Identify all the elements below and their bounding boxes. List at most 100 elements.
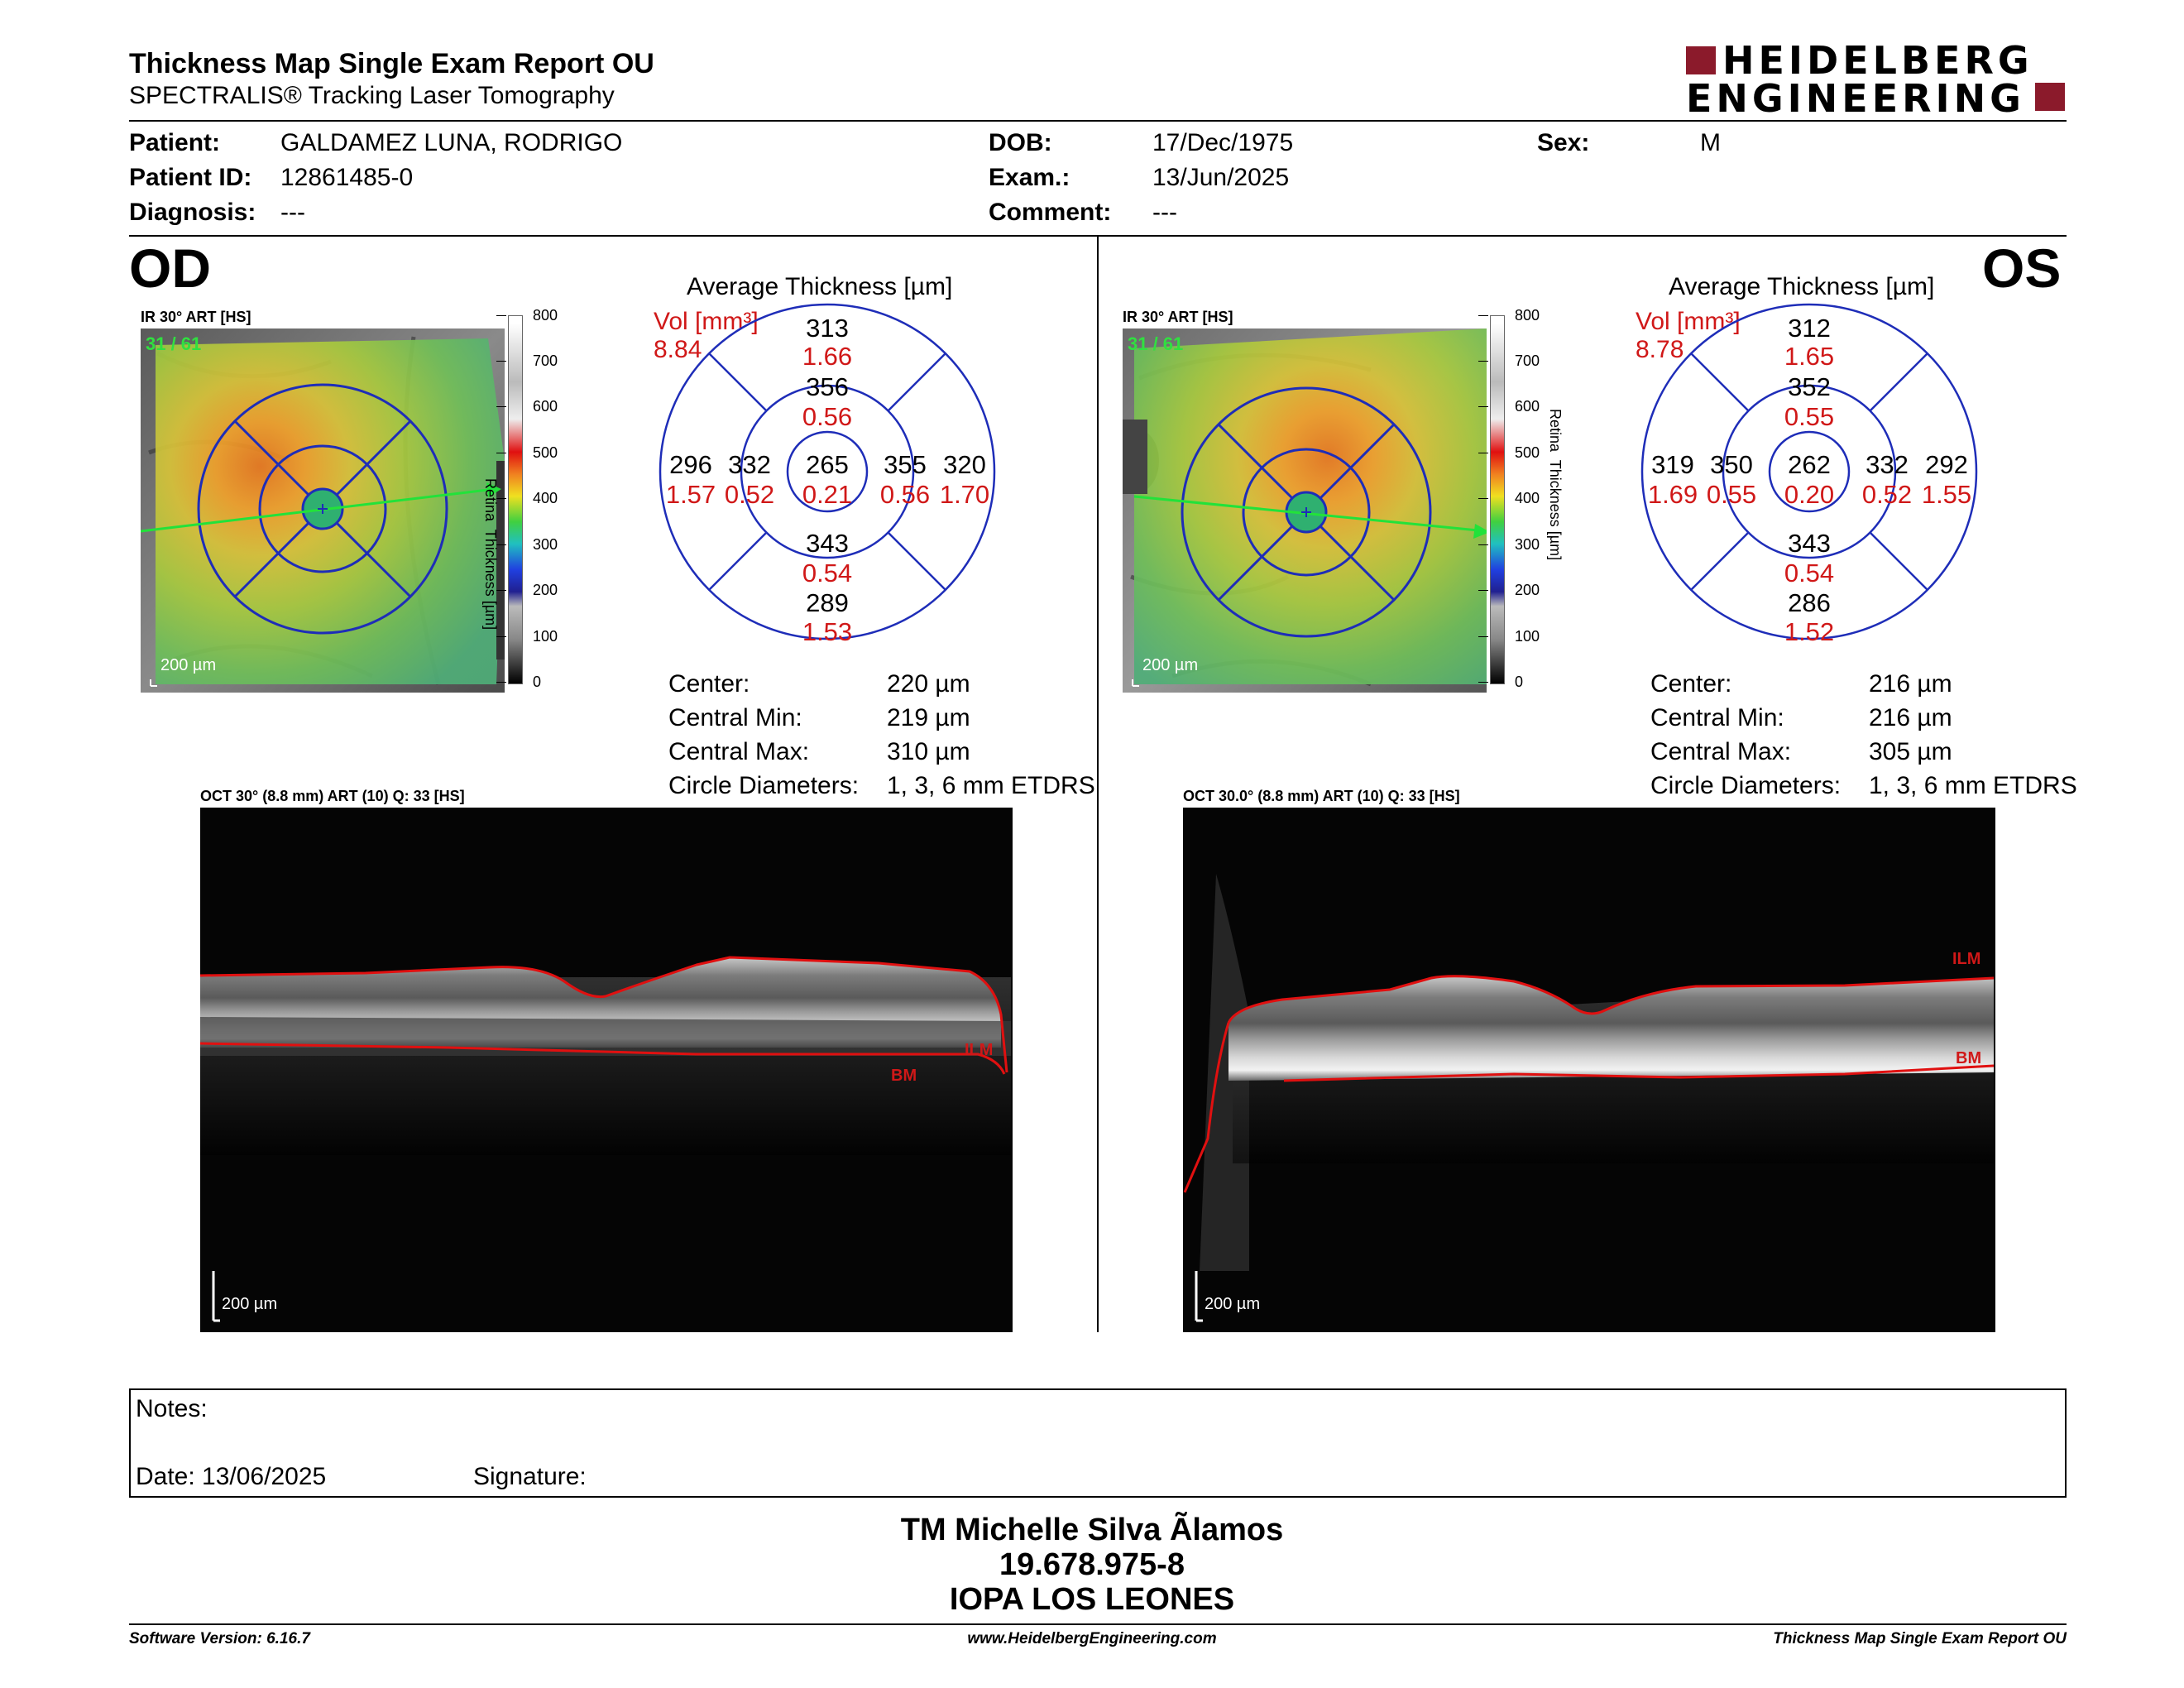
os-oct-scalebar: 200 µm [1205, 1295, 1261, 1313]
os-inner-left-thickness: 350 [1710, 450, 1753, 479]
patient-label: Patient: [129, 129, 221, 156]
od-ir-scalebar: 200 µm [160, 656, 217, 674]
os-outer-inf-thickness: 286 [1788, 588, 1831, 617]
comment-value: --- [1152, 199, 1177, 226]
os-outer-left-volume: 1.69 [1647, 480, 1698, 509]
os-tick-300: 300 [1515, 536, 1540, 553]
od-inner-sup-thickness: 356 [806, 372, 849, 401]
os-inner-right-volume: 0.52 [1861, 480, 1913, 509]
od-outer-inf-volume: 1.53 [802, 617, 853, 646]
patient-name: GALDAMEZ LUNA, RODRIGO [280, 129, 623, 156]
os-ir-counter: 31 / 61 [1128, 333, 1184, 354]
os-oct-label: OCT 30.0° (8.8 mm) ART (10) Q: 33 [HS] [1183, 788, 1460, 804]
os-avg-title: Average Thickness [µm] [1669, 273, 1935, 300]
od-circle-label: Circle Diameters: [668, 772, 860, 799]
od-outer-right-volume: 1.70 [939, 480, 990, 509]
patient-id-label: Patient ID: [129, 164, 252, 191]
od-center-label: Center: [668, 670, 750, 698]
website-link[interactable]: www.HeidelbergEngineering.com [967, 1630, 1217, 1647]
footer-report-name: Thickness Map Single Exam Report OU [1773, 1630, 2067, 1647]
os-outer-sup-volume: 1.65 [1784, 342, 1835, 371]
os-center-volume: 0.20 [1784, 480, 1835, 509]
os-center-label: Center: [1650, 670, 1732, 698]
od-outer-inf-thickness: 289 [806, 588, 849, 617]
os-tick-500: 500 [1515, 444, 1540, 461]
os-center-thickness: 262 [1788, 450, 1831, 479]
od-outer-left-thickness: 296 [669, 450, 712, 479]
exam-label: Exam.: [989, 164, 1070, 191]
od-tick-400: 400 [533, 490, 558, 506]
od-inner-left-thickness: 332 [728, 450, 771, 479]
od-inner-inf-thickness: 343 [806, 529, 849, 558]
os-inner-sup-thickness: 352 [1788, 372, 1831, 401]
os-ir-label: IR 30° ART [HS] [1123, 309, 1233, 325]
od-bm-label: BM [891, 1067, 917, 1085]
od-center-value: 220 µm [887, 670, 970, 698]
od-inner-right-volume: 0.56 [879, 480, 931, 509]
os-tick-0: 0 [1515, 674, 1524, 690]
od-tick-0: 0 [533, 674, 542, 690]
od-max-label: Central Max: [668, 738, 810, 765]
os-max-value: 305 µm [1869, 738, 1952, 765]
eye-divider [1097, 237, 1099, 1332]
sex-value: M [1700, 129, 1721, 156]
sex-label: Sex: [1537, 129, 1590, 156]
od-label: OD [129, 237, 211, 299]
od-ir-label: IR 30° ART [HS] [141, 309, 251, 325]
os-outer-sup-thickness: 312 [1788, 314, 1831, 343]
od-tick-600: 600 [533, 398, 558, 415]
od-center-thickness: 265 [806, 450, 849, 479]
os-vol-label: Vol [mm³] [1636, 308, 1741, 335]
od-max-value: 310 µm [887, 738, 970, 765]
signature-label: Signature: [473, 1463, 587, 1490]
os-etdrs-grid [1640, 303, 1978, 640]
od-outer-sup-thickness: 313 [806, 314, 849, 343]
comment-label: Comment: [989, 199, 1112, 226]
od-tick-100: 100 [533, 628, 558, 645]
report-title: Thickness Map Single Exam Report OU [129, 48, 654, 79]
od-outer-right-thickness: 320 [943, 450, 986, 479]
os-colorbar [1490, 315, 1505, 684]
od-outer-left-volume: 1.57 [665, 480, 716, 509]
os-bm-label: BM [1956, 1049, 1982, 1067]
os-inner-inf-thickness: 343 [1788, 529, 1831, 558]
od-inner-sup-volume: 0.56 [802, 402, 853, 431]
os-inner-sup-volume: 0.55 [1784, 402, 1835, 431]
diagnosis-value: --- [280, 199, 305, 226]
os-circle-value: 1, 3, 6 mm ETDRS [1869, 772, 2077, 799]
od-tick-800: 800 [533, 307, 558, 324]
od-etdrs-grid [659, 303, 996, 640]
od-tick-200: 200 [533, 582, 558, 598]
od-inner-right-thickness: 355 [884, 450, 927, 479]
od-colorbar-label: Retina Thickness [µm] [482, 478, 499, 631]
os-tick-400: 400 [1515, 490, 1540, 506]
od-vol-label: Vol [mm³] [654, 308, 759, 335]
od-vol-total: 8.84 [654, 336, 702, 363]
patient-id: 12861485-0 [280, 164, 414, 191]
os-colorbar-ticks [1478, 315, 1490, 684]
os-oct-bscan [1183, 808, 1995, 1332]
os-ilm-label: ILM [1952, 950, 1981, 968]
od-tick-700: 700 [533, 352, 558, 369]
notes-box[interactable]: Notes: Date: 13/06/2025 Signature: [129, 1388, 2067, 1498]
os-circle-label: Circle Diameters: [1650, 772, 1842, 799]
od-oct-label: OCT 30° (8.8 mm) ART (10) Q: 33 [HS] [200, 788, 465, 804]
software-version: Software Version: 6.16.7 [129, 1630, 310, 1647]
od-outer-sup-volume: 1.66 [802, 342, 853, 371]
notes-label: Notes: [136, 1395, 208, 1422]
os-max-label: Central Max: [1650, 738, 1792, 765]
od-circle-value: 1, 3, 6 mm ETDRS [887, 772, 1095, 799]
os-vol-total: 8.78 [1636, 336, 1684, 363]
signer-id: 19.678.975-8 [999, 1547, 1185, 1582]
os-inner-right-thickness: 332 [1866, 450, 1909, 479]
notes-date: Date: 13/06/2025 [136, 1463, 327, 1490]
od-center-volume: 0.21 [802, 480, 853, 509]
exam-value: 13/Jun/2025 [1152, 164, 1290, 191]
od-oct-bscan [200, 808, 1013, 1332]
os-thickness-map [1123, 328, 1487, 693]
od-colorbar [508, 315, 523, 684]
od-tick-500: 500 [533, 444, 558, 461]
os-outer-right-thickness: 292 [1925, 450, 1968, 479]
od-avg-title: Average Thickness [µm] [687, 273, 953, 300]
os-label: OS [1982, 237, 2062, 299]
